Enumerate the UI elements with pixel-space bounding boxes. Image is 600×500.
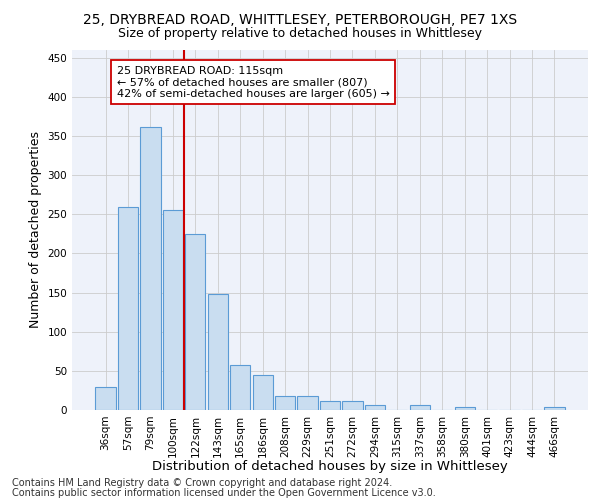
Bar [208, 294, 228, 410]
Bar [410, 406, 430, 410]
Bar [343, 402, 362, 410]
Bar [230, 366, 250, 410]
Bar [275, 396, 295, 410]
Text: Size of property relative to detached houses in Whittlesey: Size of property relative to detached ho… [118, 28, 482, 40]
Bar [185, 234, 205, 410]
Bar [365, 404, 385, 410]
Bar [544, 407, 565, 410]
Bar [118, 206, 138, 410]
Text: 25 DRYBREAD ROAD: 115sqm
← 57% of detached houses are smaller (807)
42% of semi-: 25 DRYBREAD ROAD: 115sqm ← 57% of detach… [117, 66, 389, 99]
Text: Contains HM Land Registry data © Crown copyright and database right 2024.: Contains HM Land Registry data © Crown c… [12, 478, 392, 488]
Bar [320, 402, 340, 410]
Bar [163, 210, 183, 410]
Bar [298, 396, 317, 410]
Bar [455, 407, 475, 410]
Text: Contains public sector information licensed under the Open Government Licence v3: Contains public sector information licen… [12, 488, 436, 498]
Bar [253, 375, 273, 410]
Bar [95, 386, 116, 410]
X-axis label: Distribution of detached houses by size in Whittlesey: Distribution of detached houses by size … [152, 460, 508, 473]
Bar [140, 126, 161, 410]
Y-axis label: Number of detached properties: Number of detached properties [29, 132, 42, 328]
Text: 25, DRYBREAD ROAD, WHITTLESEY, PETERBOROUGH, PE7 1XS: 25, DRYBREAD ROAD, WHITTLESEY, PETERBORO… [83, 12, 517, 26]
